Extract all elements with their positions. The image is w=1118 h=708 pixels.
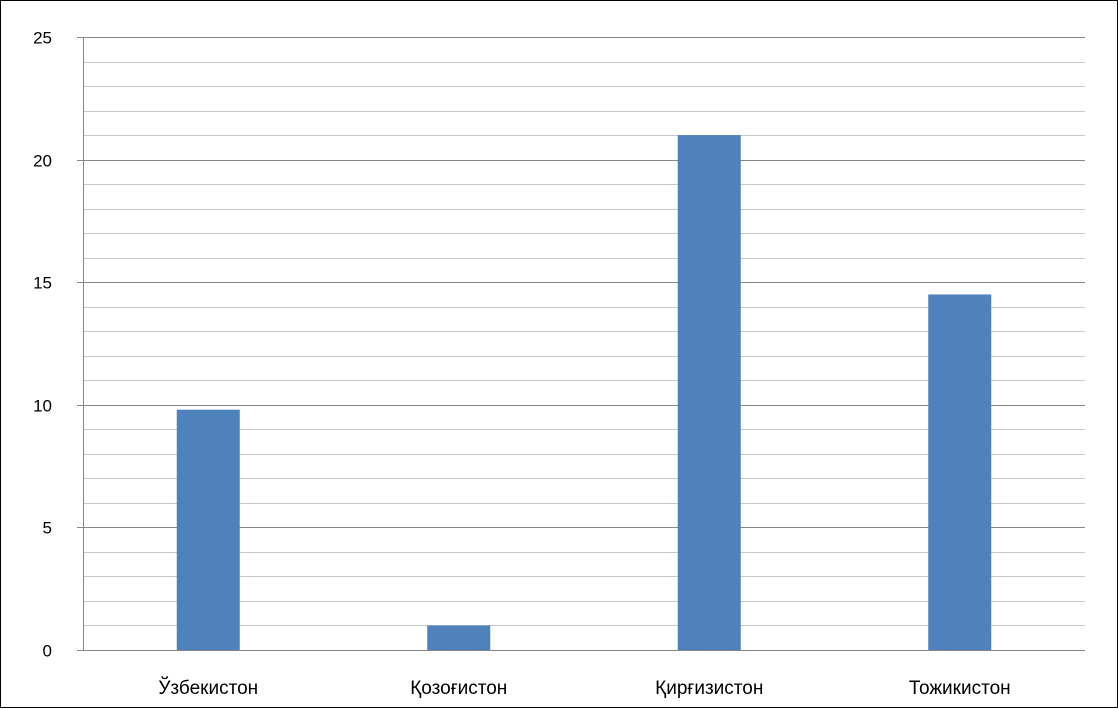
gridlines — [83, 37, 1085, 626]
x-category-label: Қирғизистон — [655, 678, 763, 699]
bar-3 — [677, 135, 741, 650]
x-category-labels: Ўзбекистон Қозоғистон Қирғизистон Тожикисто… — [158, 677, 1010, 699]
y-tick-label: 15 — [33, 274, 52, 293]
bars — [176, 135, 992, 650]
y-tick-label: 25 — [33, 29, 52, 48]
x-category-label: Тожикистон — [909, 678, 1011, 699]
y-tick-labels: 0 5 10 15 20 25 — [33, 29, 52, 661]
y-tick-label: 5 — [43, 519, 52, 538]
x-category-label: Қозоғистон — [410, 678, 507, 699]
bar-1 — [176, 409, 240, 650]
y-tick-label: 10 — [33, 397, 52, 416]
axes — [77, 37, 1085, 651]
y-tick-label: 20 — [33, 152, 52, 171]
bar-2 — [427, 625, 491, 650]
x-category-label: Ўзбекистон — [158, 677, 258, 699]
y-tick-label: 0 — [43, 642, 52, 661]
bar-4 — [928, 294, 992, 650]
